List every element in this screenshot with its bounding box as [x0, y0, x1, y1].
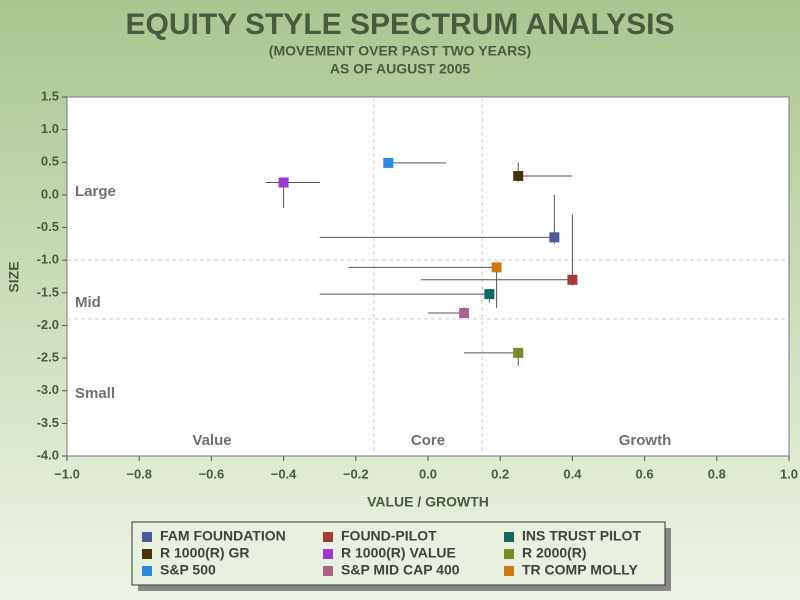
legend-label: TR COMP MOLLY [522, 562, 639, 578]
legend-label: R 1000(R) VALUE [341, 545, 456, 561]
subtitle: (MOVEMENT OVER PAST TWO YEARS) [269, 43, 531, 59]
y-tick-label: -3.0 [37, 382, 59, 397]
marker [383, 157, 394, 168]
legend-label: FAM FOUNDATION [160, 528, 286, 544]
x-tick-label: 0.8 [708, 466, 726, 481]
legend-swatch [504, 549, 514, 559]
legend-swatch [142, 566, 152, 576]
region-label: Core [411, 432, 445, 449]
x-tick-label: 0.2 [491, 466, 509, 481]
y-axis-label: SIZE [6, 261, 22, 292]
marker [491, 262, 502, 273]
marker [513, 170, 524, 181]
legend-swatch [504, 532, 514, 542]
legend-label: S&P 500 [160, 562, 216, 578]
y-tick-label: 0.5 [41, 154, 59, 169]
region-label: Small [75, 385, 115, 402]
legend-label: FOUND-PILOT [341, 528, 437, 544]
x-tick-label: 0.0 [419, 466, 437, 481]
legend-swatch [504, 566, 514, 576]
chart-title: EQUITY STYLE SPECTRUM ANALYSIS [126, 8, 675, 41]
legend-swatch [323, 566, 333, 576]
region-label: Value [192, 432, 231, 449]
x-tick-label: −0.6 [199, 466, 225, 481]
region-label: Large [75, 183, 116, 200]
plot-area [66, 96, 790, 457]
legend-label: R 2000(R) [522, 545, 587, 561]
legend-swatch [323, 532, 333, 542]
y-tick-label: -2.0 [37, 317, 59, 332]
legend-swatch [142, 549, 152, 559]
y-tick-label: -3.5 [37, 415, 59, 430]
y-tick-label: 1.0 [41, 121, 59, 136]
x-tick-label: −0.2 [343, 466, 369, 481]
x-axis-label: VALUE / GROWTH [367, 494, 489, 510]
marker [513, 347, 524, 358]
legend-label: R 1000(R) GR [160, 545, 249, 561]
y-tick-label: -2.5 [37, 350, 59, 365]
legend [131, 521, 666, 586]
subtitle: AS OF AUGUST 2005 [330, 61, 471, 77]
y-tick-label: 1.5 [41, 88, 59, 103]
x-tick-label: 1.0 [780, 466, 798, 481]
legend-label: S&P MID CAP 400 [341, 562, 460, 578]
y-tick-label: 0.0 [41, 186, 59, 201]
y-tick-label: -0.5 [37, 219, 59, 234]
marker [484, 289, 495, 300]
marker [459, 308, 470, 319]
x-tick-label: −1.0 [54, 466, 80, 481]
legend-swatch [142, 532, 152, 542]
region-label: Mid [75, 294, 101, 311]
y-tick-label: -1.0 [37, 252, 59, 267]
y-tick-label: -1.5 [37, 284, 59, 299]
legend-swatch [323, 549, 333, 559]
x-tick-label: −0.4 [271, 466, 297, 481]
marker [278, 177, 289, 188]
x-tick-label: 0.6 [636, 466, 654, 481]
y-tick-label: -4.0 [37, 447, 59, 462]
x-tick-label: −0.8 [126, 466, 152, 481]
region-label: Growth [619, 432, 672, 449]
marker [567, 274, 578, 285]
marker [549, 232, 560, 243]
legend-label: INS TRUST PILOT [522, 528, 641, 544]
x-tick-label: 0.4 [563, 466, 582, 481]
